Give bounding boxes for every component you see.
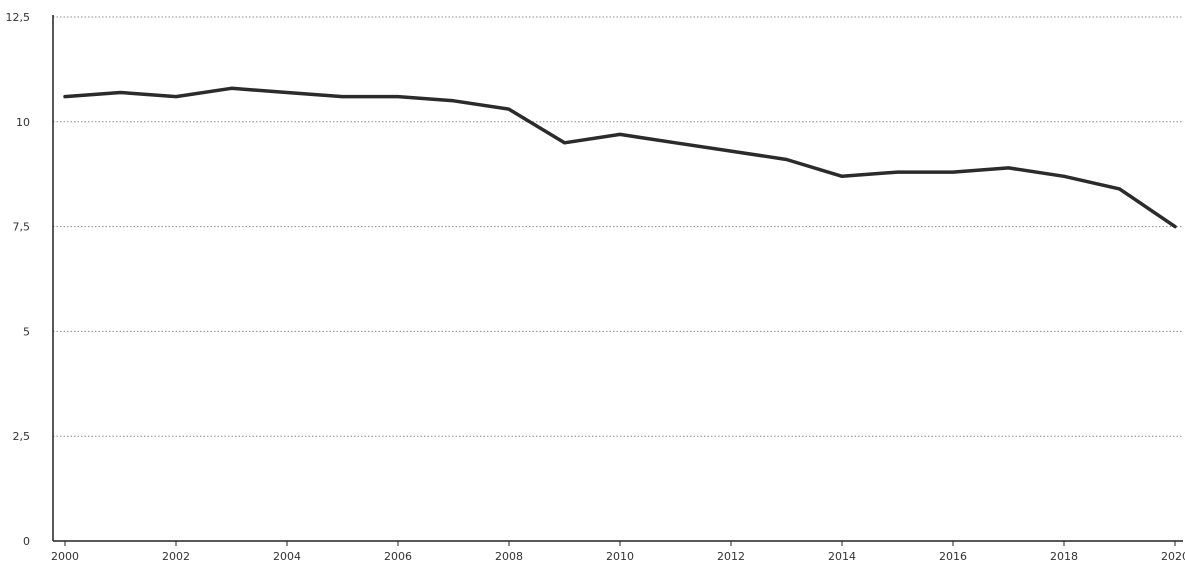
axes: [52, 15, 1183, 546]
x-tick-label: 2016: [939, 550, 967, 563]
x-tick-label: 2012: [717, 550, 745, 563]
x-tick-label: 2018: [1050, 550, 1078, 563]
x-tick-label: 2010: [606, 550, 634, 563]
tick-labels: 0 2,5 5 7,5 10 12,5 2000 2002 2004 2006 2008 2010 20…: [6, 11, 1185, 563]
y-tick-label: 2,5: [13, 430, 31, 443]
y-tick-label: 12,5: [6, 11, 31, 24]
y-tick-label: 7,5: [13, 221, 31, 234]
x-tick-label: 2002: [162, 550, 190, 563]
x-tick-label: 2000: [51, 550, 79, 563]
x-tick-label: 2008: [495, 550, 523, 563]
x-tick-label: 2020: [1161, 550, 1185, 563]
series-group: [63, 86, 1177, 229]
x-tick-label: 2014: [828, 550, 856, 563]
series-line-0: [63, 86, 1177, 229]
y-tick-label: 5: [23, 325, 30, 338]
y-tick-label: 10: [16, 116, 30, 129]
y-tick-label: 0: [23, 535, 30, 548]
x-tick-label: 2004: [273, 550, 301, 563]
x-tick-label: 2006: [384, 550, 412, 563]
gridlines: [53, 16, 1183, 437]
